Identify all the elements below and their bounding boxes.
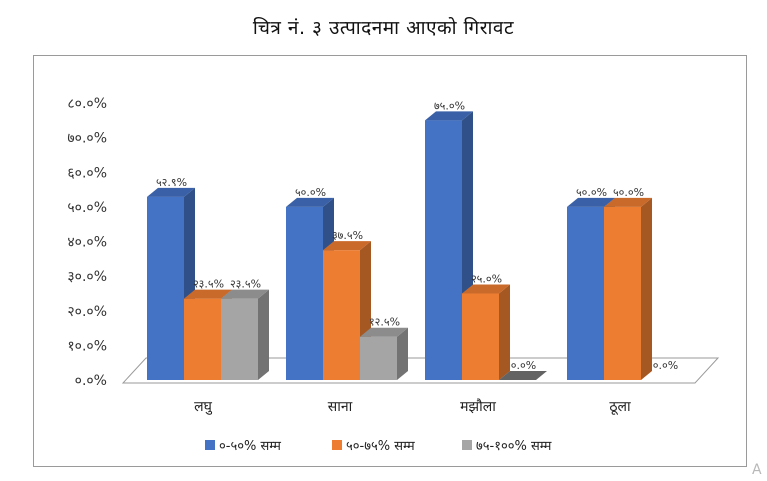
x-tick-label: मझौला: [460, 398, 496, 415]
bar-front: [604, 206, 641, 380]
data-label: ५०.०%: [295, 186, 326, 199]
bar-top: [567, 197, 615, 207]
data-label: ०.०%: [653, 359, 678, 372]
bar-top: [604, 197, 652, 207]
legend-label: ०-५०% सम्म: [219, 439, 281, 454]
bar-front: [323, 250, 360, 380]
bar-side: [397, 327, 408, 380]
bar-top: [184, 289, 232, 299]
bar-front: [360, 336, 397, 380]
data-label: ५२.९%: [156, 176, 187, 189]
y-tick-label: ४०.०%: [67, 235, 107, 251]
legend-label: ७५-१००% सम्म: [476, 439, 552, 454]
bar: [462, 284, 510, 380]
bar: [221, 289, 269, 380]
data-label: ७५.०%: [434, 99, 465, 112]
legend-swatch: [462, 440, 472, 450]
bar-top: [425, 111, 473, 121]
y-tick-label: ३०.०%: [67, 269, 107, 285]
bar-side: [258, 289, 269, 380]
data-label: १२.५%: [369, 316, 400, 329]
y-tick-label: ८०.०%: [67, 96, 107, 112]
chart-frame: [33, 55, 747, 467]
y-tick-label: २०.०%: [67, 304, 107, 320]
y-tick-label: १०.०%: [67, 338, 107, 354]
x-tick-label: ठूला: [609, 399, 631, 415]
data-label: २३.५%: [230, 278, 261, 291]
bar-top: [323, 241, 371, 251]
y-tick-label: ०.०%: [75, 373, 107, 389]
legend-item: ५०-७५% सम्म: [332, 439, 415, 454]
legend-swatch: [332, 440, 342, 450]
bar-top: [499, 371, 547, 380]
bar-top: [221, 289, 269, 299]
bar-front: [184, 298, 221, 380]
y-tick-label: ६०.०%: [67, 165, 107, 181]
bar-front: [462, 293, 499, 380]
bar-front: [567, 206, 604, 380]
data-label: ३७.५%: [332, 229, 363, 242]
bar-top: [147, 187, 195, 197]
chart-title: चित्र नं. ३ उत्पादनमा आएको गिरावट: [252, 17, 515, 39]
bar-top: [360, 327, 408, 337]
bar-top: [462, 284, 510, 294]
data-label: ०.०%: [511, 359, 536, 372]
legend-item: ७५-१००% सम्म: [462, 439, 552, 454]
y-tick-label: ५०.०%: [67, 200, 107, 216]
data-label: ५०.०%: [576, 186, 607, 199]
bar-front: [286, 206, 323, 380]
bar-front: [221, 298, 258, 380]
bar-side: [499, 284, 510, 380]
bar-front: [425, 120, 462, 380]
bar: [499, 371, 547, 380]
bar-side: [641, 197, 652, 380]
y-tick-label: ७०.०%: [67, 131, 107, 147]
data-label: ५०.०%: [613, 186, 644, 199]
bar: [604, 197, 652, 380]
bar-front: [147, 196, 184, 380]
bar: [360, 327, 408, 380]
data-label: २३.५%: [193, 278, 224, 291]
legend-item: ०-५०% सम्म: [205, 439, 281, 454]
legend-label: ५०-७५% सम्म: [346, 439, 415, 454]
data-label: २५.०%: [471, 272, 502, 285]
corner-mark: A: [752, 462, 762, 478]
x-tick-label: लघु: [194, 399, 213, 415]
bar-top: [286, 197, 334, 207]
legend-swatch: [205, 440, 215, 450]
x-tick-label: साना: [328, 399, 353, 415]
